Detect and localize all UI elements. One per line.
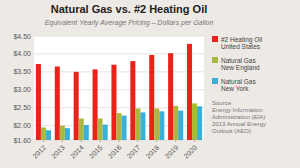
x-tick-label: 2013 (50, 144, 66, 160)
bar (197, 106, 202, 140)
bar (173, 106, 178, 140)
x-tick-label: 2020 (182, 144, 198, 160)
bar (84, 125, 89, 140)
bar (111, 65, 116, 140)
legend: #2 Heating OilUnited States Natural GasNe… (212, 36, 263, 93)
x-tick (81, 140, 82, 142)
x-tick-label: 2014 (69, 144, 85, 160)
chart: $1.60$2.00$2.50$3.00$3.50$4.00$4.5020122… (0, 0, 300, 168)
bar (55, 66, 60, 140)
bar (122, 116, 127, 140)
legend-swatch (212, 36, 218, 42)
y-tick-label: $2.00 (13, 122, 31, 129)
x-tick-label: 2015 (88, 144, 104, 160)
legend-swatch (212, 57, 218, 63)
bar (140, 112, 145, 140)
source-note: Source:Energy InformationAdministration … (212, 100, 266, 134)
bar (130, 61, 135, 140)
x-tick-label: 2019 (163, 144, 179, 160)
plot-background (34, 36, 204, 140)
legend-label: Natural GasNew England (221, 57, 260, 73)
y-tick-label: $3.00 (13, 86, 31, 93)
bar (116, 113, 121, 140)
x-tick (194, 140, 195, 142)
x-tick (119, 140, 120, 142)
x-tick-label: 2012 (31, 144, 47, 160)
bar (168, 53, 173, 140)
legend-swatch (212, 78, 218, 84)
title: Natural Gas vs. #2 Heating Oil (51, 3, 208, 15)
bar (187, 44, 192, 140)
x-tick-label: 2016 (107, 144, 123, 160)
y-tick-label: $2.50 (13, 104, 31, 111)
bar (46, 130, 51, 140)
x-tick (175, 140, 176, 142)
x-tick (100, 140, 101, 142)
y-tick-label: $4.00 (13, 50, 31, 57)
y-tick-label: $3.50 (13, 68, 31, 75)
x-tick-label: 2018 (145, 144, 161, 160)
y-tick-label: $4.50 (13, 33, 31, 40)
subtitle: Equivalent Yearly Average Pricing – Doll… (45, 19, 214, 27)
bar (103, 125, 108, 140)
x-tick (137, 140, 138, 142)
bar (178, 111, 183, 140)
bar (36, 64, 41, 140)
grid-line (34, 53, 204, 54)
bar (74, 72, 79, 140)
bar (154, 108, 159, 140)
x-tick (43, 140, 44, 142)
bar (41, 127, 46, 140)
x-tick-label: 2017 (126, 144, 142, 160)
bar (93, 69, 98, 140)
bar (192, 103, 197, 140)
legend-label: Natural GasNew York (221, 78, 256, 93)
bar (159, 111, 164, 140)
bar (79, 118, 84, 140)
bar (60, 126, 65, 140)
x-tick (62, 140, 63, 142)
bar (149, 55, 154, 140)
x-tick (156, 140, 157, 142)
bars (36, 44, 202, 140)
bar (65, 128, 70, 140)
bar (135, 108, 140, 140)
grid-line (34, 36, 204, 37)
legend-label: #2 Heating OilUnited States (221, 36, 263, 51)
y-tick-label: $1.60 (13, 137, 31, 144)
bar (98, 118, 103, 140)
